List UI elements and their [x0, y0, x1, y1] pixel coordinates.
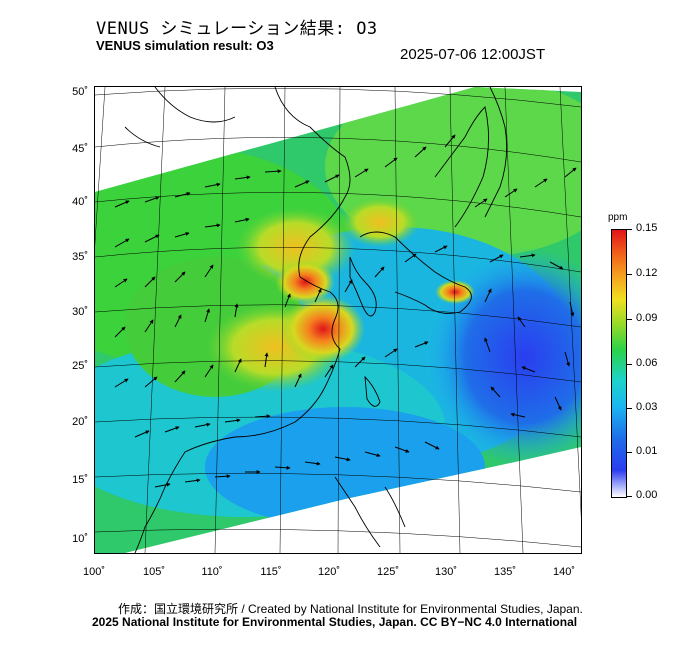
- lat-label-10: 10˚: [72, 533, 88, 545]
- colorbar-tick-label: 0.01: [636, 445, 658, 457]
- colorbar-tick-label: 0.06: [636, 357, 658, 369]
- colorbar-tickmark: [626, 319, 632, 320]
- colorbar-tickmark: [626, 408, 632, 409]
- wind-vectors: [114, 134, 577, 488]
- colorbar-tick-label: 0.12: [636, 267, 658, 279]
- graticule: [95, 87, 581, 553]
- colorbar-unit: ppm: [608, 212, 628, 223]
- colorbar: [611, 229, 627, 498]
- lat-label-45: 45˚: [72, 143, 88, 155]
- colorbar-tickmark: [626, 496, 632, 497]
- colorbar-tick-label: 0.03: [636, 401, 658, 413]
- lat-label-15: 15˚: [72, 474, 88, 486]
- lat-label-40: 40˚: [72, 196, 88, 208]
- lon-label-140: 140˚: [552, 566, 576, 578]
- lat-label-25: 25˚: [72, 360, 88, 372]
- colorbar-tick-label: 0.00: [636, 489, 658, 501]
- lat-label-50: 50˚: [72, 86, 88, 98]
- colorbar-tickmark: [626, 364, 632, 365]
- colorbar-tickmark: [626, 229, 632, 230]
- lon-label-135: 135˚: [493, 566, 517, 578]
- license-line: 2025 National Institute for Environmenta…: [92, 615, 578, 629]
- colorbar-tickmark: [626, 452, 632, 453]
- ozone-map: [94, 86, 582, 554]
- map-title-jp: VENUS シミュレーション結果: O3: [96, 19, 378, 39]
- ozone-map-canvas: [95, 87, 581, 553]
- lon-label-110: 110˚: [201, 566, 223, 578]
- colorbar-tick-label: 0.09: [636, 312, 658, 324]
- lon-label-105: 105˚: [142, 566, 166, 578]
- colorbar-tick-label: 0.15: [636, 222, 658, 234]
- lon-label-115: 115˚: [260, 566, 282, 578]
- lon-label-120: 120˚: [317, 566, 341, 578]
- lat-label-35: 35˚: [72, 251, 88, 263]
- forecast-datetime: 2025-07-06 12:00JST: [400, 46, 546, 63]
- coastlines: [124, 87, 508, 553]
- credit-line: 作成：国立環境研究所 / Created by National Institu…: [118, 602, 583, 616]
- concentration-field: [95, 87, 581, 553]
- lon-label-125: 125˚: [376, 566, 400, 578]
- colorbar-tickmark: [626, 274, 632, 275]
- lon-label-100: 100˚: [82, 566, 106, 578]
- lat-label-30: 30˚: [72, 306, 88, 318]
- lon-label-130: 130˚: [434, 566, 458, 578]
- map-title-en: VENUS simulation result: O3: [96, 38, 274, 53]
- lat-label-20: 20˚: [72, 416, 88, 428]
